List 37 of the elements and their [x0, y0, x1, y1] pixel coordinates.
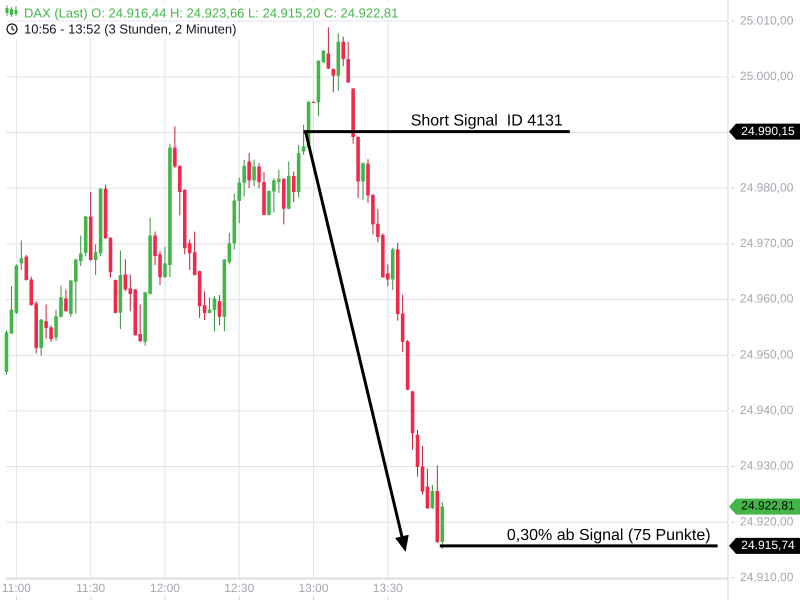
x-tick-label: 11:00: [2, 581, 32, 596]
candlestick: [341, 36, 346, 67]
candlestick: [64, 289, 68, 312]
candlestick: [242, 159, 246, 198]
candlestick: [346, 41, 350, 84]
y-tick-label: 24.910,00: [740, 570, 794, 584]
candlestick: [257, 162, 261, 189]
y-tick-label: 25.000,00: [740, 69, 794, 83]
candlestick: [326, 26, 330, 70]
legend-label: 0,30% ab Signal (75 Punkte): [506, 526, 711, 544]
y-tick-label: 24.930,00: [740, 458, 794, 473]
text: 24.990,15: [741, 124, 796, 138]
candlestick: [247, 152, 251, 189]
x-tick-label: 13:00: [298, 581, 329, 596]
text: 10:56 - 13:52 (3 Stunden, 2 Minuten): [24, 22, 236, 36]
candlestick: [20, 240, 24, 271]
x-tick-label: 11:30: [76, 581, 106, 596]
y-tick-label: 24.950,00: [740, 347, 794, 362]
candlestick: [252, 159, 256, 188]
x-tick-label: 12:00: [150, 581, 180, 596]
text: 24.915,74: [741, 538, 796, 552]
candlestick: [430, 484, 434, 510]
chart-title: DAX (Last) O: 24.916,44 H: 24.923,66 L: 24.915,20 C: 24.922,81: [24, 6, 398, 20]
x-tick-label: 12:30: [224, 581, 255, 596]
candlestick: [332, 68, 336, 93]
y-tick-label: 24.940,00: [740, 403, 794, 418]
x-tick-label: 13:30: [372, 581, 404, 596]
y-tick-label: 25.010,00: [740, 13, 794, 28]
candlestick: [292, 170, 296, 203]
y-tick-label: 24.960,00: [740, 292, 794, 306]
y-tick-label: 24.970,00: [740, 236, 794, 250]
candlestick: [361, 162, 365, 200]
y-tick-label: 24.920,00: [740, 514, 794, 528]
text: 24.922,81: [741, 498, 796, 513]
y-tick-label: 24.980,00: [740, 180, 794, 194]
candlestick: [218, 294, 222, 326]
series-label: Short Signal ID 4131: [410, 112, 563, 130]
